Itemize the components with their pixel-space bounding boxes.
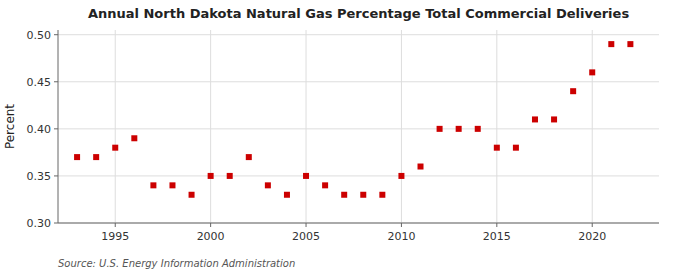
x-tick (592, 223, 593, 227)
y-axis-line (58, 30, 59, 223)
point (456, 126, 462, 132)
point (570, 88, 576, 94)
point (437, 126, 443, 132)
y-grid-line (58, 128, 659, 129)
y-tick-label: 0.45 (27, 76, 52, 89)
point (208, 173, 214, 179)
point (303, 173, 309, 179)
x-tick-label: 2020 (578, 230, 606, 243)
grid (58, 30, 659, 223)
x-tick (401, 223, 402, 227)
point (418, 164, 424, 170)
point (398, 173, 404, 179)
y-axis-label: Percent (3, 104, 17, 149)
point (494, 145, 500, 151)
x-grid-line (115, 30, 116, 223)
x-tick-label: 1995 (101, 230, 129, 243)
x-tick (115, 223, 116, 227)
point (150, 182, 156, 188)
point (379, 192, 385, 198)
source: Source: U.S. Energy Information Administ… (58, 258, 295, 269)
point (93, 154, 99, 160)
point (227, 173, 233, 179)
x-axis-line (58, 223, 659, 224)
point (608, 41, 614, 47)
y-tick-label: 0.35 (27, 170, 52, 183)
axes: 0.30 0.35 0.40 0.45 0.50 1995 2000 2005 2010 2015… (27, 29, 660, 243)
y-tick (54, 128, 58, 129)
x-tick (210, 223, 211, 227)
x-tick-label: 2005 (292, 230, 320, 243)
x-tick-label: 2000 (197, 230, 225, 243)
x-grid-line (496, 30, 497, 223)
y-tick (54, 175, 58, 176)
points (74, 41, 633, 198)
point (169, 182, 175, 188)
y-grid-line (58, 81, 659, 82)
x-tick-label: 2015 (483, 230, 511, 243)
y-grid-line (58, 175, 659, 176)
point (322, 182, 328, 188)
point (246, 154, 252, 160)
y-tick (54, 223, 58, 224)
point (284, 192, 290, 198)
y-tick-label: 0.40 (27, 123, 52, 136)
x-tick (306, 223, 307, 227)
y-tick (54, 34, 58, 35)
point (589, 69, 595, 75)
point (189, 192, 195, 198)
y-grid-line (58, 223, 659, 224)
y-tick (54, 81, 58, 82)
point (112, 145, 118, 151)
x-grid-line (401, 30, 402, 223)
point (74, 154, 80, 160)
point (265, 182, 271, 188)
point (360, 192, 366, 198)
point (627, 41, 633, 47)
point (475, 126, 481, 132)
point (532, 116, 538, 122)
y-tick-label: 0.50 (27, 29, 52, 42)
point (551, 116, 557, 122)
x-tick-label: 2010 (387, 230, 415, 243)
x-grid-line (306, 30, 307, 223)
x-tick (496, 223, 497, 227)
point (341, 192, 347, 198)
y-grid-line (58, 34, 659, 35)
x-grid-line (210, 30, 211, 223)
x-grid-line (592, 30, 593, 223)
point (131, 135, 137, 141)
point (513, 145, 519, 151)
title: Annual North Dakota Natural Gas Percenta… (88, 6, 630, 21)
y-tick-label: 0.30 (27, 217, 52, 230)
chart: Annual North Dakota Natural Gas Percenta… (0, 0, 675, 275)
